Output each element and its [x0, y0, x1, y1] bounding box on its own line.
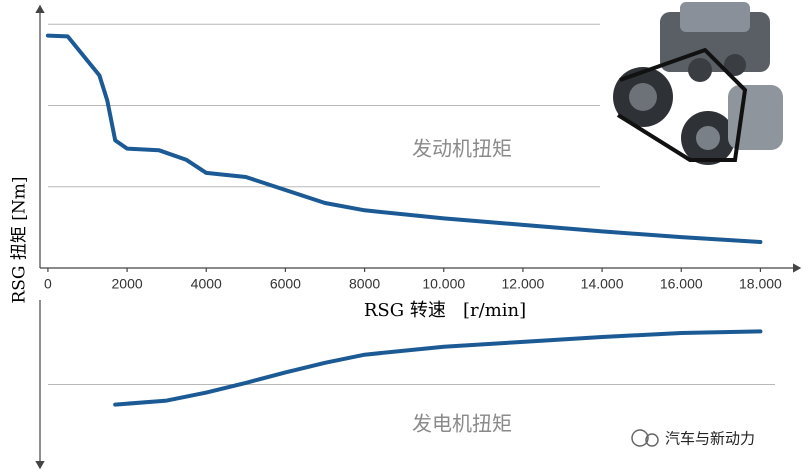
torque-line [113, 329, 763, 407]
x-tick-label: 16.000 [660, 276, 703, 292]
torque-line [45, 33, 763, 244]
x-tick-label: 18.000 [739, 276, 782, 292]
x-tick-label: 12.000 [502, 276, 545, 292]
engine-illustration [613, 2, 783, 165]
x-tick-label: 6000 [270, 276, 301, 292]
watermark [631, 429, 659, 447]
series-annotation: 发动机扭矩 [412, 137, 512, 161]
x-tick-label: 8000 [349, 276, 380, 292]
y-axis-label: RSG 扭矩 [Nm] [10, 176, 30, 303]
x-tick-label: 2000 [112, 276, 143, 292]
watermark-text: 汽车与新动力 [665, 430, 755, 448]
x-axis-label: RSG 转速 [r/min] [364, 300, 526, 321]
x-tick-label: 10.000 [422, 276, 465, 292]
x-tick-label: 14.000 [581, 276, 624, 292]
x-tick-label: 4000 [191, 276, 222, 292]
x-tick-label: 0 [44, 276, 52, 292]
series-annotation: 发电机扭矩 [412, 412, 512, 436]
